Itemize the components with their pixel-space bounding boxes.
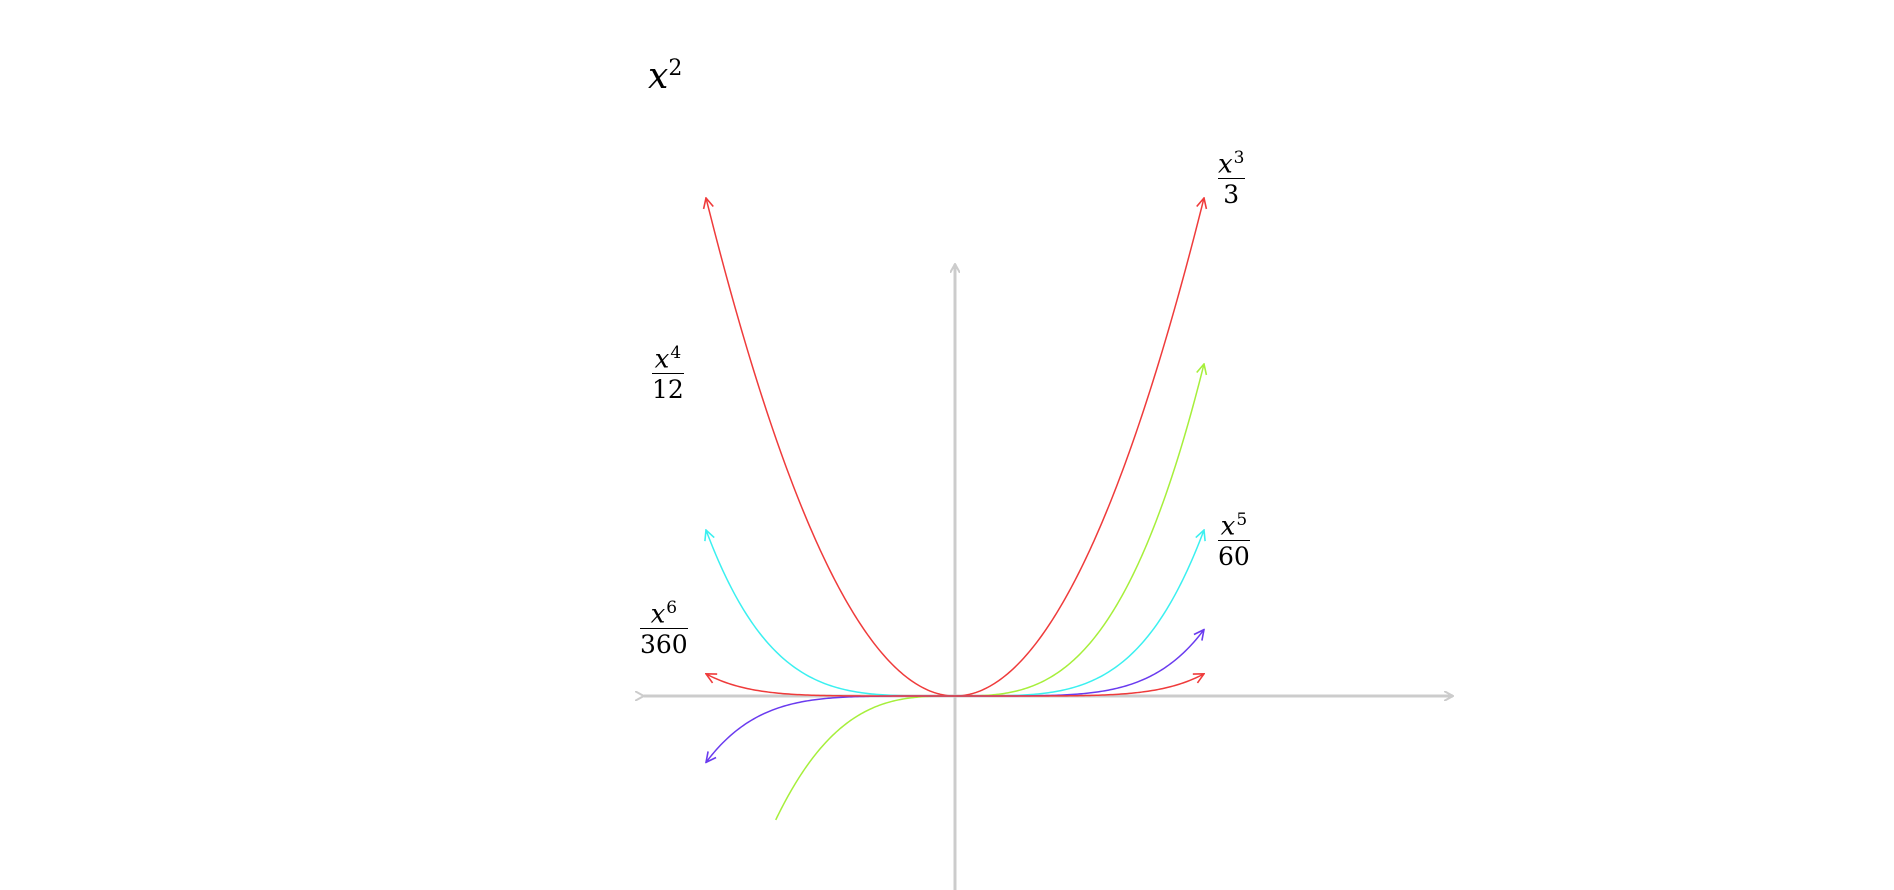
series-3-line — [775, 364, 1204, 821]
series-6-line — [706, 674, 1204, 697]
series-label-numerator: x2 — [648, 56, 682, 97]
series-label-base: x — [650, 599, 666, 630]
series-label-exponent: 6 — [666, 598, 678, 618]
series-label-base: x — [1218, 149, 1233, 180]
series-label-numerator: x4 — [652, 345, 684, 373]
series-label-exponent: 5 — [1236, 510, 1248, 530]
series-label-numerator: x5 — [1218, 512, 1250, 540]
series-label-denominator: 60 — [1218, 539, 1250, 571]
series-label-denominator: 3 — [1218, 177, 1245, 207]
series-label-exponent: 2 — [668, 56, 683, 81]
series-label-base: x — [654, 344, 670, 375]
series-label-x4: x4 12 — [652, 345, 684, 402]
series-label-x3: x3 3 — [1218, 150, 1245, 207]
series-label-exponent: 3 — [1233, 148, 1245, 168]
series-label-x5: x5 60 — [1218, 512, 1250, 569]
series-label-denominator: 12 — [652, 372, 684, 404]
series-label-numerator: x6 — [640, 600, 688, 628]
series-label-x6: x6 360 — [640, 600, 688, 657]
series-label-x2: x2 — [648, 58, 682, 95]
series-label-denominator: 360 — [640, 627, 688, 659]
series-label-base: x — [648, 56, 669, 97]
series-label-base: x — [1220, 511, 1236, 542]
series-label-numerator: x3 — [1218, 150, 1245, 178]
series-label-exponent: 4 — [670, 343, 682, 363]
